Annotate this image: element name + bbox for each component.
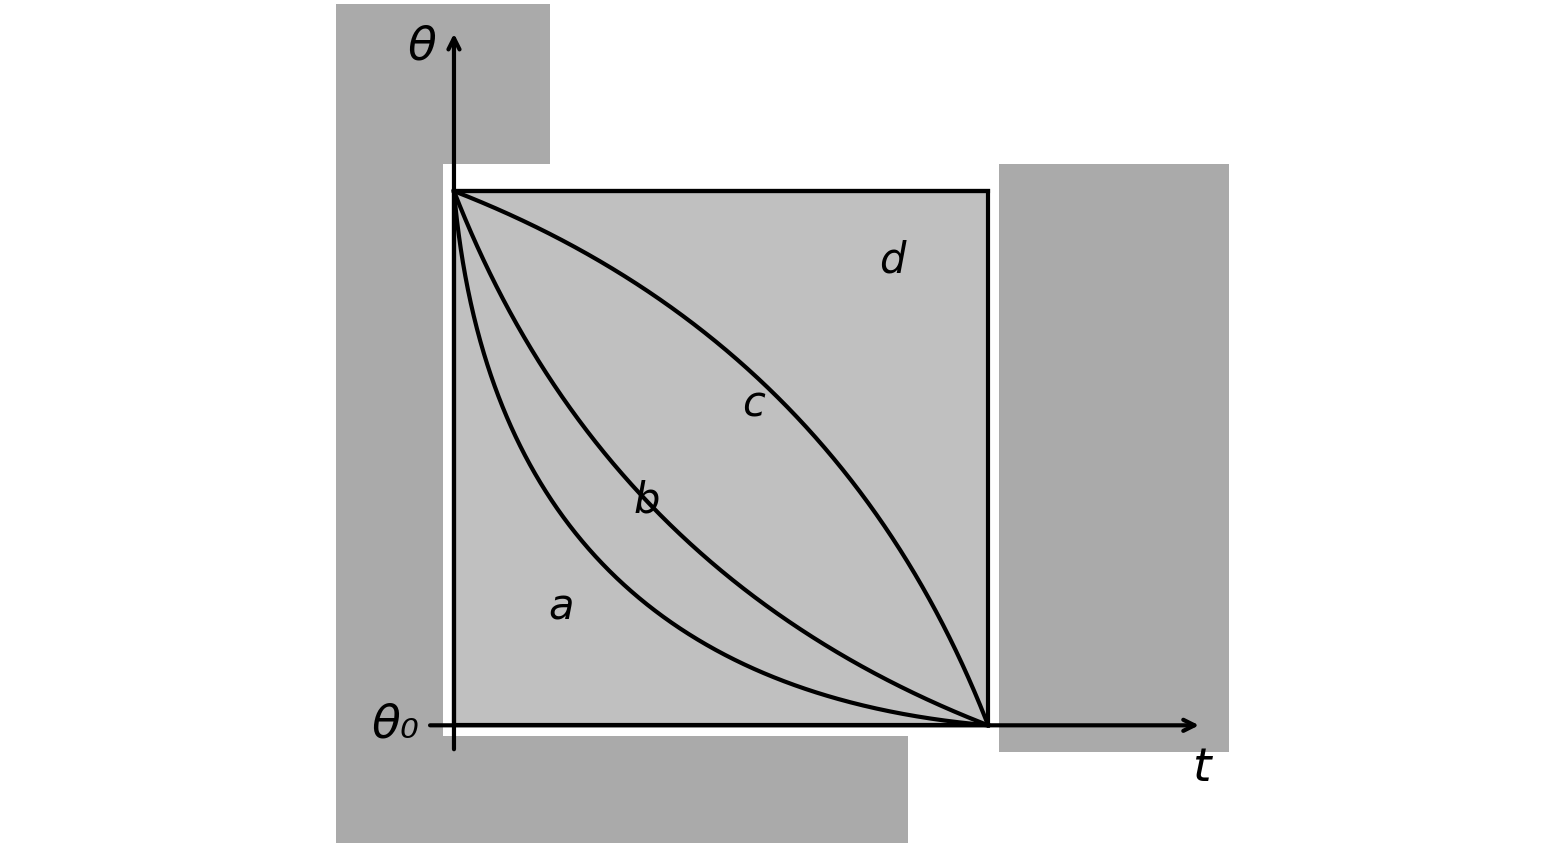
Text: θ₀: θ₀ <box>371 703 419 748</box>
Polygon shape <box>998 164 1229 752</box>
Polygon shape <box>336 736 908 843</box>
Text: a: a <box>548 587 573 628</box>
Text: θ: θ <box>407 25 437 69</box>
Text: b: b <box>634 480 659 522</box>
Polygon shape <box>443 4 551 164</box>
Text: d: d <box>880 240 905 281</box>
Text: t: t <box>1193 745 1211 790</box>
Text: c: c <box>742 384 765 426</box>
Polygon shape <box>336 4 443 843</box>
Polygon shape <box>454 191 988 725</box>
